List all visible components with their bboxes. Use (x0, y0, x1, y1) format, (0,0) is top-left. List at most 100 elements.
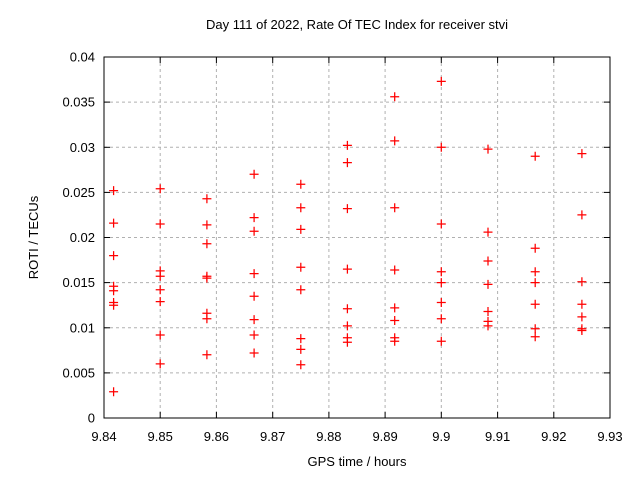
data-point-marker (155, 271, 165, 281)
data-point-marker (577, 210, 587, 220)
data-point-marker (390, 136, 400, 146)
data-point-marker (483, 321, 493, 331)
data-point-marker (249, 169, 259, 179)
data-point-marker (249, 315, 259, 325)
data-points-layer (109, 76, 587, 397)
tick-layer (103, 56, 611, 419)
data-point-marker (483, 279, 493, 289)
data-point-marker (155, 219, 165, 229)
x-tick-label: 9.85 (148, 429, 173, 444)
data-point-marker (202, 350, 212, 360)
data-point-marker (296, 334, 306, 344)
data-point-marker (342, 304, 352, 314)
data-point-marker (109, 186, 119, 196)
data-point-marker (483, 307, 493, 316)
x-tick-label: 9.93 (597, 429, 622, 444)
data-point-marker (390, 203, 400, 213)
x-axis-label: GPS time / hours (308, 454, 407, 469)
data-point-marker (249, 226, 259, 236)
y-tick-label: 0.035 (62, 95, 95, 110)
data-point-marker (530, 332, 540, 342)
data-point-marker (202, 314, 212, 324)
x-tick-label: 9.84 (91, 429, 116, 444)
data-point-marker (109, 387, 119, 397)
x-tick-label: 9.89 (372, 429, 397, 444)
tick-label-layer: 9.84 9.85 9.86 9.87 9.88 9.89 9.9 9.91 9.92 9.93 0… (62, 50, 622, 445)
grid-layer (104, 57, 610, 418)
y-tick-label: 0.04 (70, 50, 95, 65)
data-point-marker (296, 179, 306, 189)
data-point-marker (342, 264, 352, 274)
data-point-marker (249, 330, 259, 340)
data-point-marker (577, 299, 587, 309)
data-point-marker (155, 184, 165, 194)
data-point-marker (436, 278, 446, 288)
x-tick-label: 9.87 (260, 429, 285, 444)
data-point-marker (342, 140, 352, 150)
data-point-marker (342, 321, 352, 331)
data-point-marker (296, 285, 306, 295)
data-point-marker (342, 337, 352, 347)
data-point-marker (202, 194, 212, 204)
data-point-marker (296, 360, 306, 370)
data-point-marker (155, 359, 165, 369)
data-point-marker (342, 158, 352, 168)
data-point-marker (530, 299, 540, 309)
data-point-marker (109, 251, 119, 261)
data-point-marker (390, 316, 400, 325)
data-point-marker (530, 267, 540, 277)
data-point-marker (530, 243, 540, 253)
data-point-marker (436, 219, 446, 229)
data-point-marker (249, 269, 259, 279)
data-point-marker (436, 336, 446, 346)
data-point-marker (436, 267, 446, 277)
y-tick-label: 0.025 (62, 185, 95, 200)
data-point-marker (155, 330, 165, 340)
data-point-marker (296, 224, 306, 234)
y-tick-label: 0.01 (70, 320, 95, 335)
y-tick-label: 0.02 (70, 230, 95, 245)
data-point-marker (390, 336, 400, 346)
data-point-marker (436, 142, 446, 152)
data-point-marker (436, 314, 446, 324)
data-point-marker (483, 144, 493, 154)
data-point-marker (577, 326, 587, 335)
x-tick-label: 9.9 (432, 429, 450, 444)
data-point-marker (155, 285, 165, 295)
data-point-marker (342, 204, 352, 214)
data-point-marker (202, 239, 212, 249)
data-point-marker (483, 227, 493, 237)
chart-title: Day 111 of 2022, Rate Of TEC Index for r… (206, 17, 508, 32)
data-point-marker (530, 151, 540, 161)
data-point-marker (390, 303, 400, 313)
y-tick-label: 0.015 (62, 275, 95, 290)
data-point-marker (530, 278, 540, 288)
data-point-marker (296, 262, 306, 272)
data-point-marker (436, 298, 446, 307)
x-tick-label: 9.91 (485, 429, 510, 444)
data-point-marker (155, 297, 165, 307)
data-point-marker (577, 312, 587, 322)
data-point-marker (202, 220, 212, 230)
data-point-marker (202, 273, 212, 283)
x-tick-label: 9.88 (316, 429, 341, 444)
x-tick-label: 9.86 (204, 429, 229, 444)
data-point-marker (109, 300, 119, 310)
data-point-marker (296, 344, 306, 354)
data-point-marker (390, 92, 400, 102)
plot-border (103, 56, 611, 419)
y-tick-label: 0.005 (62, 365, 95, 380)
data-point-marker (249, 291, 259, 301)
data-point-marker (296, 203, 306, 213)
data-point-marker (249, 348, 259, 358)
data-point-marker (249, 213, 259, 223)
data-point-marker (436, 76, 446, 86)
data-point-marker (530, 324, 540, 334)
y-tick-label: 0.03 (70, 140, 95, 155)
y-tick-label: 0 (88, 411, 95, 426)
data-point-marker (109, 218, 119, 228)
x-tick-label: 9.92 (541, 429, 566, 444)
